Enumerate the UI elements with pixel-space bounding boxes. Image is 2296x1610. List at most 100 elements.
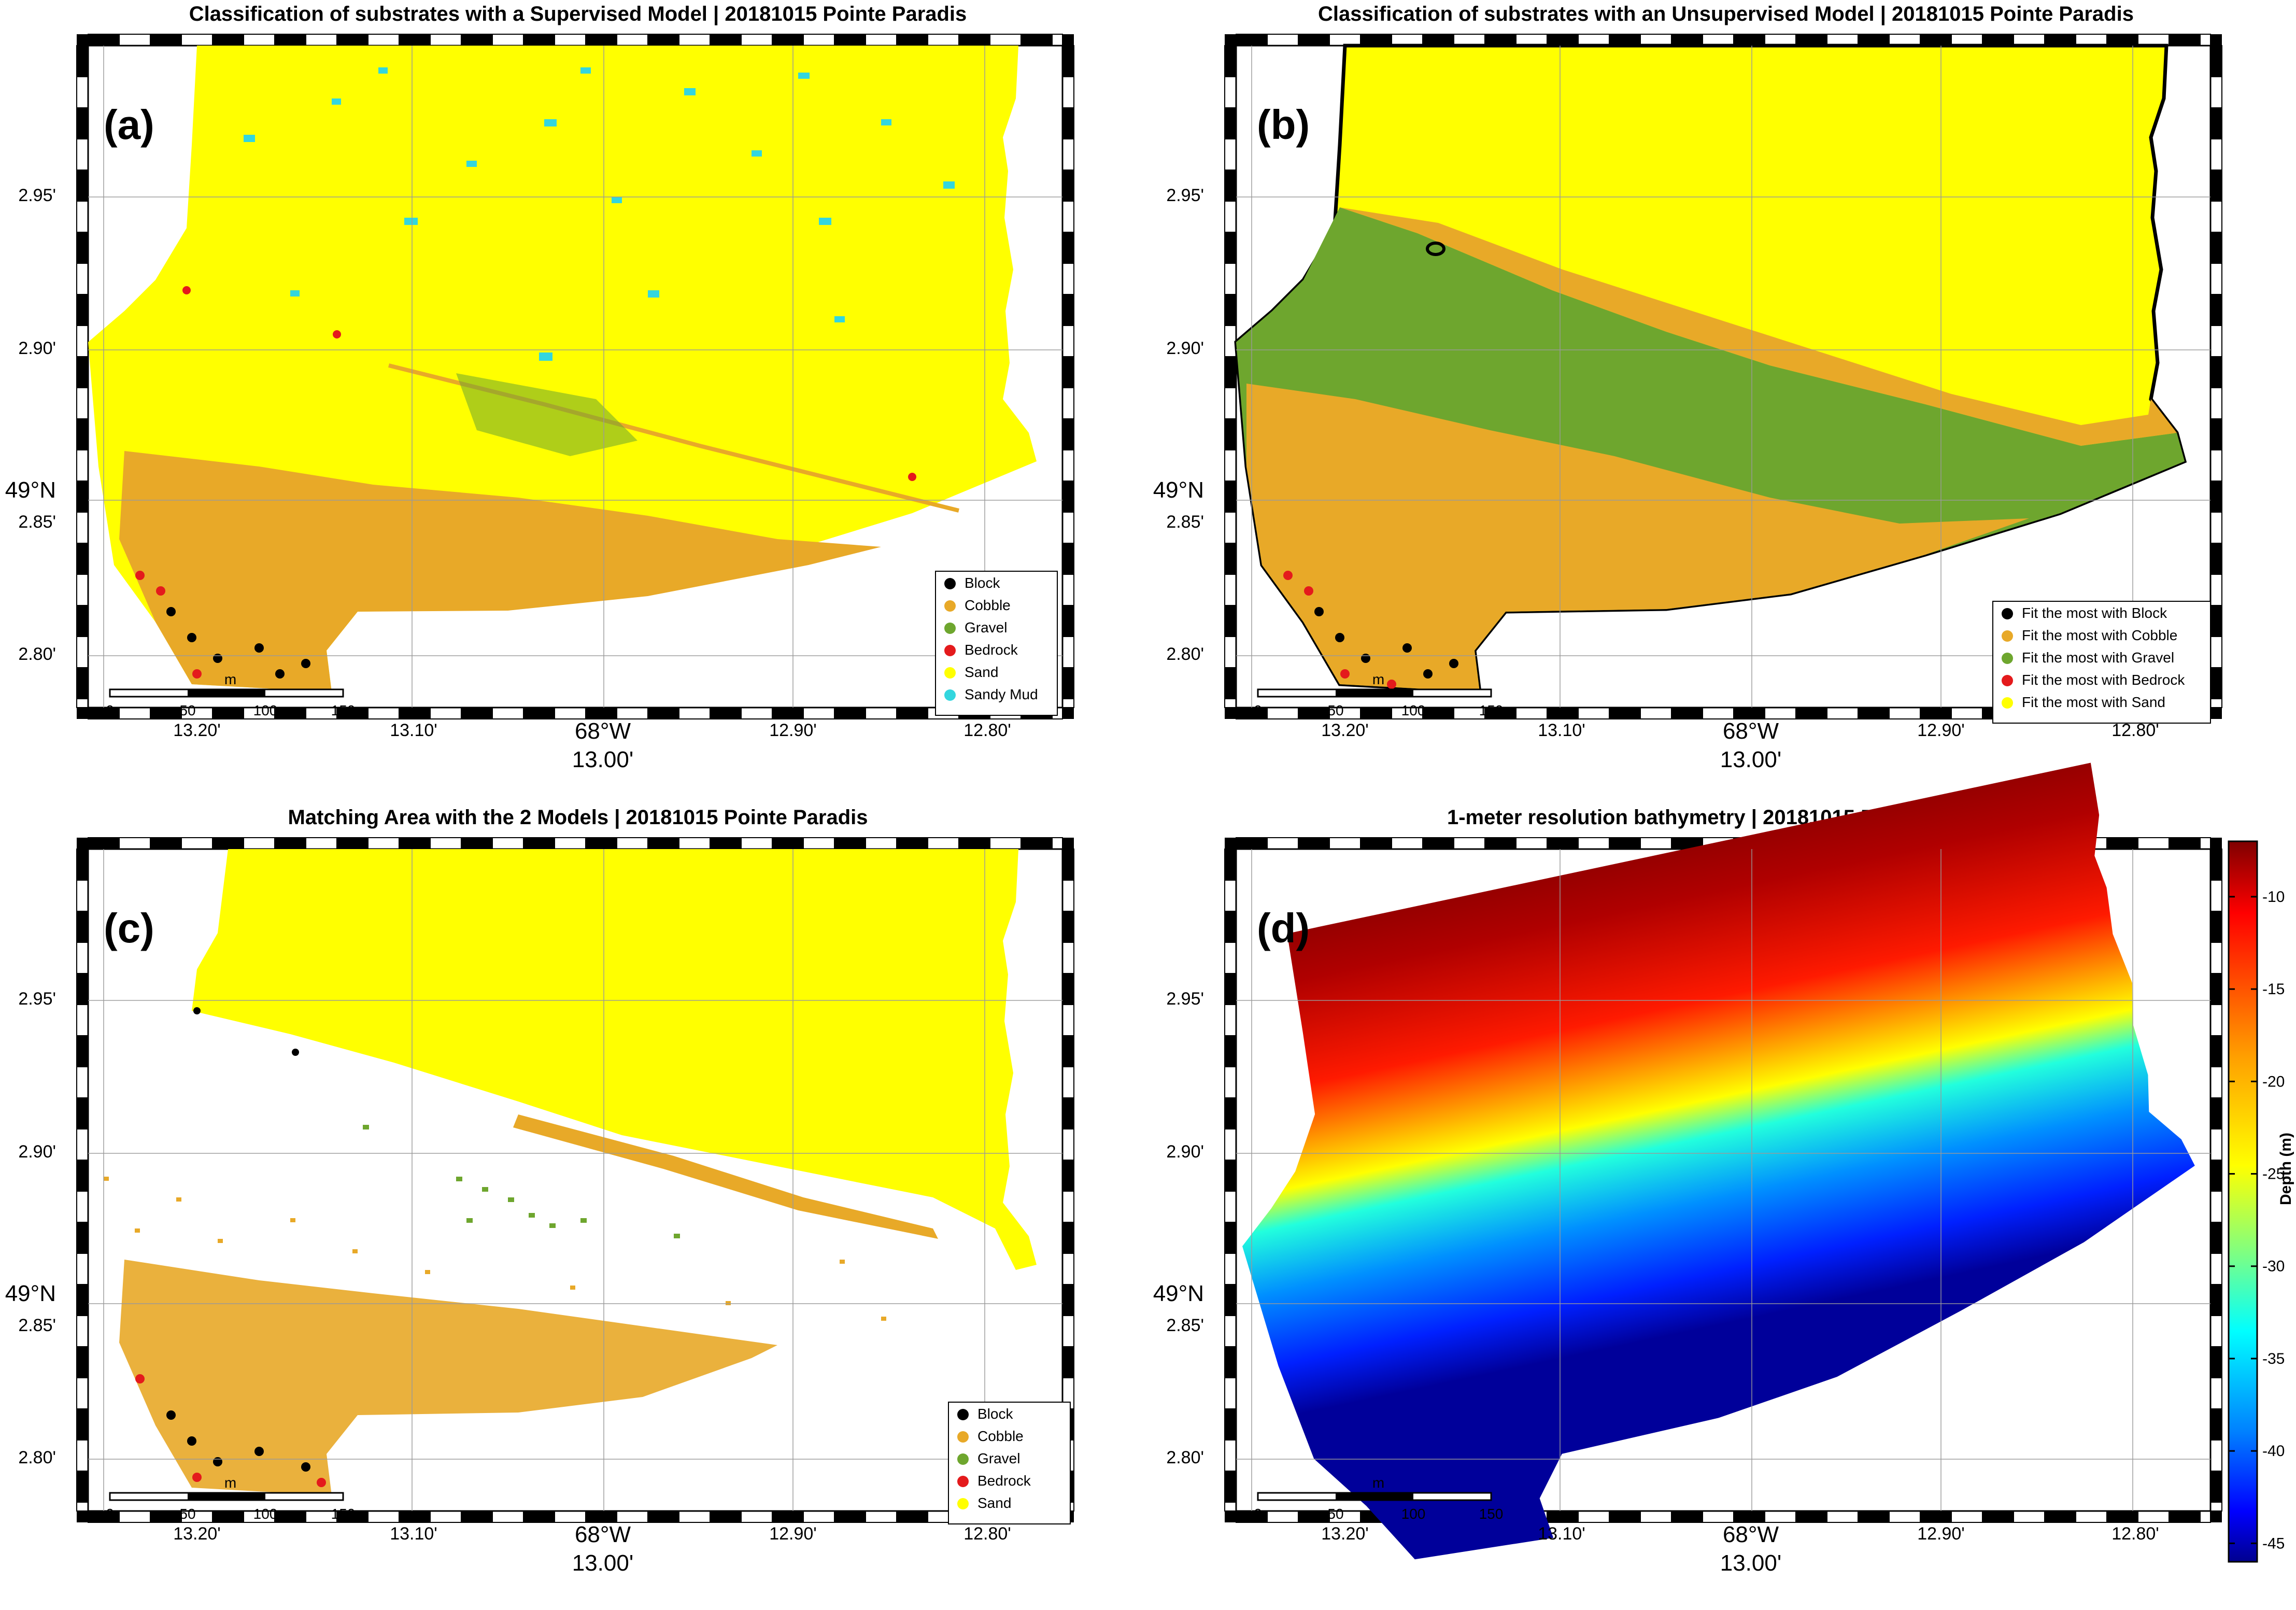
graticule [1236,849,2210,1511]
lat-tick-label: 2.85' [1166,1316,1204,1335]
coordinate-labels: 2.95' 2.90' 2.85' 2.80' 49°N 13.20' 13.10' 12.9… [5,186,1011,772]
lon-major-label: 68°W [575,1522,631,1547]
scale-bar: m 0 50 100 150 [106,671,355,718]
map-area [1242,762,2195,1560]
scale-tick-label: 150 [1479,1506,1504,1522]
legend-swatch [2002,675,2013,686]
colorbar-tick-label: -20 [2262,1073,2285,1090]
lon-tick-label: 13.10' [390,1524,437,1544]
colorbar: -10 -15 -20 -25 -30 -35 -40 -45 Depth (m) [2228,840,2294,1563]
lat-tick-label: 2.95' [18,989,56,1009]
scale-tick-label: 50 [179,1506,195,1522]
lat-tick-label: 2.85' [18,512,56,532]
gravel-zone [456,373,637,456]
scale-tick-label: 150 [331,702,356,718]
legend-swatch [957,1498,969,1509]
scale-tick-label: 150 [1479,702,1504,718]
scale-bar: m 0 50 100 150 [1254,671,1503,718]
colorbar-tick-label: -35 [2262,1350,2285,1367]
lat-tick-label: 2.95' [18,186,56,205]
legend-label: Bedrock [977,1473,1031,1489]
colorbar-tick-label: -45 [2262,1535,2285,1552]
scale-tick-label: 100 [253,702,278,718]
scale-unit: m [1372,671,1384,687]
lon-tick-label: 13.20' [1321,721,1369,740]
lon-tick-label: 13.20' [173,721,221,740]
scale-tick-label: 0 [1254,1506,1262,1522]
lon-major-label: 68°W [575,718,631,744]
legend: Block Cobble Gravel Bedrock Sand [948,1402,1071,1524]
colorbar-tick-label: -40 [2262,1443,2285,1460]
legend-swatch [2002,608,2013,619]
scale-tick-label: 0 [106,702,114,718]
lon-tick-label: 12.80' [2111,1524,2159,1544]
scale-tick-label: 50 [1327,702,1343,718]
panel-title: Classification of substrates with a Supe… [189,3,967,25]
legend-swatch [944,578,956,589]
cobble-zone [119,451,881,692]
cobble-band [513,1114,938,1239]
cobble-zone [119,1260,777,1495]
panel-title: Matching Area with the 2 Models | 201810… [288,806,868,829]
lon-tick-label: 12.90' [769,1524,817,1544]
map-area [1234,44,2187,694]
map-area [88,46,1037,692]
lat-major-label: 49°N [5,1281,56,1306]
legend-swatch [957,1409,969,1420]
scale-tick-label: 100 [253,1506,278,1522]
panel-letter: (c) [104,905,154,951]
legend-box [1992,601,2211,724]
colorbar-tick-label: -10 [2262,888,2285,906]
legend-label: Cobble [977,1428,1024,1444]
coordinate-labels: 2.95' 2.90' 2.85' 2.80' 49°N 13.20' 13.10' 12.9… [5,989,1011,1576]
panel-letter: (d) [1257,905,1310,951]
lon-tick-label: 12.90' [769,721,817,740]
graticule [1236,46,2210,708]
colorbar-label: Depth (m) [2277,1133,2294,1205]
legend-swatch [944,600,956,612]
lon-tick-label: 13.10' [1538,721,1585,740]
legend-swatch [944,689,956,701]
lon-tick-label: 12.80' [2111,721,2159,740]
scale-bar: m 0 50 100 150 [106,1475,355,1522]
legend-label: Cobble [965,597,1011,613]
lon-tick-label: 13.20' [173,1524,221,1544]
colorbar-tick-label: -25 [2262,1166,2285,1183]
lon-major-label: 68°W [1723,1522,1779,1547]
legend-label: Gravel [965,619,1007,635]
panel-d: 1-meter resolution bathymetry | 20181015… [1153,762,2294,1576]
panel-letter: (b) [1257,102,1310,148]
lon-tick-label: 13.10' [390,721,437,740]
lat-tick-label: 2.95' [1166,989,1204,1009]
scale-unit: m [1372,1475,1384,1491]
scale-tick-label: 50 [1327,1506,1343,1522]
lat-tick-label: 2.80' [1166,1448,1204,1467]
legend-box [935,571,1058,716]
outline-ring [1426,242,1445,256]
cobble-zone [1246,384,2029,692]
cobble-band [1340,207,2177,446]
scale-tick-label: 50 [179,702,195,718]
panel-c: Matching Area with the 2 Models | 201810… [5,806,1074,1576]
lat-major-label: 49°N [5,477,56,503]
lon-tick-label: 13.20' [1321,1524,1369,1544]
panel-letter: (a) [104,102,154,148]
lat-tick-label: 2.90' [18,1142,56,1162]
colorbar-tick-label: -15 [2262,981,2285,998]
lat-tick-label: 2.90' [18,338,56,358]
lon-tick-label: 12.80' [963,721,1011,740]
legend-swatch [957,1453,969,1465]
lon-center-label: 13.00' [1720,1550,1782,1576]
lat-major-label: 49°N [1153,477,1204,503]
lon-tick-label: 12.80' [963,1524,1011,1544]
legend-swatch [2002,653,2013,664]
panel-b: Classification of substrates with an Uns… [1153,3,2222,772]
legend-swatch [2002,697,2013,709]
legend-swatch [957,1431,969,1443]
lon-center-label: 13.00' [572,747,634,772]
lat-major-label: 49°N [1153,1281,1204,1306]
lon-center-label: 13.00' [1720,747,1782,772]
colorbar-tick-label: -30 [2262,1258,2285,1275]
legend-label: Fit the most with Gravel [2022,649,2174,666]
